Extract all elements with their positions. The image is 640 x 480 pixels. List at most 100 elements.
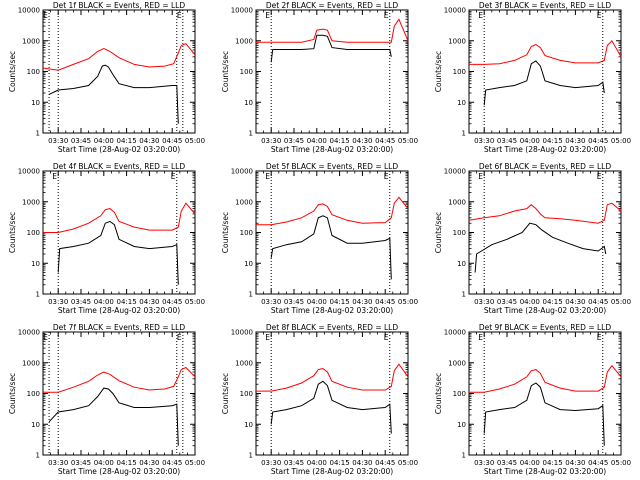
y-tick-label: 100 — [27, 68, 40, 76]
y-tick-label: 10 — [457, 99, 466, 107]
x-tick-label: 04:15 — [543, 298, 563, 306]
y-tick-label: 1 — [462, 452, 466, 460]
x-tick-label: 03:45 — [497, 137, 517, 145]
x-tick-label: 05:00 — [185, 137, 205, 145]
plot-frame — [255, 9, 409, 134]
x-axis-label: Start Time (28-Aug-02 03:20:00) — [58, 467, 180, 476]
panel-7: Det 7f BLACK = Events, RED = LLD 1 10 100 10… — [8, 323, 205, 476]
marker-label: E — [265, 333, 270, 342]
y-tick-label: 1000 — [22, 359, 40, 367]
x-tick-label: 04:45 — [588, 137, 608, 145]
x-tick-label: 05:00 — [611, 459, 631, 467]
y-tick-label: 1000 — [235, 37, 253, 45]
x-tick-label: 04:00 — [307, 137, 327, 145]
lld-series — [43, 366, 196, 393]
x-tick-label: 04:30 — [565, 137, 585, 145]
plot-frame — [468, 9, 622, 134]
y-tick-label: 1 — [249, 291, 253, 299]
panel-title: Det 2f BLACK = Events, RED = LLD — [266, 1, 399, 10]
events-series — [57, 220, 179, 285]
x-axis-label: Start Time (28-Aug-02 03:20:00) — [271, 306, 393, 315]
x-tick-label: 03:30 — [261, 459, 281, 467]
y-tick-label: 10000 — [444, 7, 466, 15]
x-axis-label: Start Time (28-Aug-02 03:20:00) — [58, 145, 180, 154]
x-tick-label: 04:45 — [375, 137, 395, 145]
x-tick-label: 04:00 — [520, 459, 540, 467]
x-tick-label: 04:45 — [162, 459, 182, 467]
panel-5: Det 5f BLACK = Events, RED = LLD 1 10 100 10… — [221, 162, 418, 315]
y-tick-label: 1000 — [235, 198, 253, 206]
panel-4: Det 4f BLACK = Events, RED = LLD 1 10 100 10… — [8, 162, 205, 315]
x-tick-label: 04:15 — [117, 298, 137, 306]
x-axis-label: Start Time (28-Aug-02 03:20:00) — [484, 467, 606, 476]
x-tick-label: 04:45 — [162, 298, 182, 306]
x-axis-label: Start Time (28-Aug-02 03:20:00) — [484, 306, 606, 315]
x-tick-label: 04:15 — [330, 137, 350, 145]
y-tick-label: 1000 — [22, 37, 40, 45]
marker-label: E — [597, 333, 602, 342]
x-tick-label: 05:00 — [398, 298, 418, 306]
x-tick-label: 03:45 — [497, 298, 517, 306]
x-tick-label: 05:00 — [611, 298, 631, 306]
x-tick-label: 04:00 — [307, 459, 327, 467]
y-axis-label: Counts/sec — [434, 373, 443, 414]
x-axis-label: Start Time (28-Aug-02 03:20:00) — [58, 306, 180, 315]
y-tick-label: 100 — [240, 68, 253, 76]
x-tick-label: 04:00 — [94, 298, 114, 306]
y-tick-label: 100 — [453, 229, 466, 237]
y-tick-label: 10 — [244, 260, 253, 268]
plot-frame — [42, 9, 196, 134]
panel-title: Det 4f BLACK = Events, RED = LLD — [53, 162, 186, 171]
plot-frame — [42, 170, 196, 295]
x-tick-label: 04:30 — [352, 459, 372, 467]
x-tick-label: 04:00 — [94, 459, 114, 467]
x-axis-label: Start Time (28-Aug-02 03:20:00) — [271, 467, 393, 476]
events-series — [474, 222, 607, 273]
x-tick-label: 05:00 — [398, 137, 418, 145]
x-tick-label: 03:45 — [284, 137, 304, 145]
x-tick-label: 04:30 — [352, 137, 372, 145]
x-tick-label: 04:15 — [117, 137, 137, 145]
y-tick-label: 1 — [36, 452, 40, 460]
marker-label: E — [265, 11, 270, 20]
marker-label: E — [52, 172, 57, 181]
x-tick-label: 03:30 — [261, 137, 281, 145]
x-tick-label: 04:30 — [565, 459, 585, 467]
x-tick-label: 03:30 — [48, 298, 68, 306]
y-tick-label: 1000 — [448, 359, 466, 367]
y-tick-label: 1 — [462, 291, 466, 299]
lld-series — [43, 202, 196, 233]
lld-series — [469, 39, 622, 65]
x-tick-label: 04:30 — [139, 298, 159, 306]
events-series — [270, 215, 392, 280]
x-tick-label: 03:45 — [71, 298, 91, 306]
y-axis-label: Counts/sec — [221, 51, 230, 92]
lld-series — [256, 18, 409, 43]
y-tick-label: 1000 — [448, 37, 466, 45]
x-tick-label: 05:00 — [185, 459, 205, 467]
x-tick-label: 03:30 — [48, 459, 68, 467]
panel-9: Det 9f BLACK = Events, RED = LLD 1 10 100 10… — [434, 323, 631, 476]
marker-label: E — [43, 333, 48, 342]
marker-label: E — [478, 11, 483, 20]
x-tick-label: 04:45 — [588, 459, 608, 467]
y-tick-label: 10000 — [231, 168, 253, 176]
marker-label: E — [177, 333, 182, 342]
y-tick-label: 10 — [31, 260, 40, 268]
x-tick-label: 04:45 — [375, 459, 395, 467]
y-axis-label: Counts/sec — [8, 373, 17, 414]
events-series — [48, 387, 179, 446]
x-axis-label: Start Time (28-Aug-02 03:20:00) — [271, 145, 393, 154]
y-tick-label: 1 — [249, 452, 253, 460]
panel-1: Det 1f BLACK = Events, RED = LLD 1 10 100 10… — [8, 1, 205, 154]
y-tick-label: 10 — [457, 260, 466, 268]
events-series — [483, 382, 605, 446]
y-tick-label: 10 — [457, 421, 466, 429]
marker-label: E — [384, 172, 389, 181]
panel-title: Det 7f BLACK = Events, RED = LLD — [53, 323, 186, 332]
y-tick-label: 1 — [36, 291, 40, 299]
panel-title: Det 8f BLACK = Events, RED = LLD — [266, 323, 399, 332]
x-tick-label: 04:15 — [330, 459, 350, 467]
marker-label: E — [43, 11, 48, 20]
y-tick-label: 10 — [244, 421, 253, 429]
